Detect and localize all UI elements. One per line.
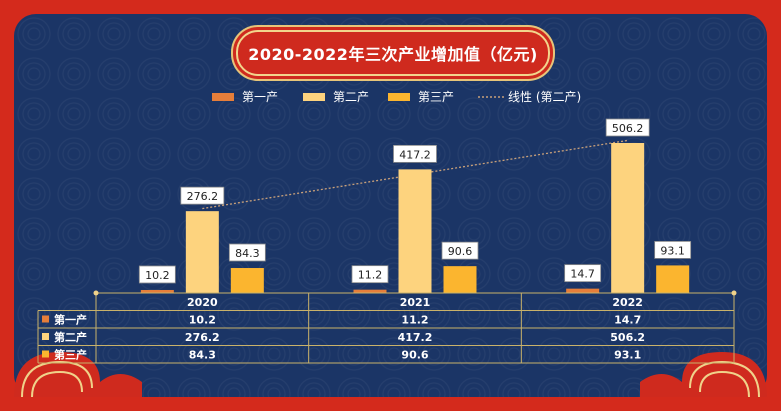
table-swatch (42, 350, 49, 358)
data-label: 93.1 (660, 244, 685, 257)
data-label: 11.2 (358, 269, 383, 282)
data-label-box (180, 186, 225, 205)
data-label-box (138, 265, 176, 284)
table-cell: 10.2 (189, 314, 216, 327)
table-cell: 84.3 (189, 349, 216, 362)
data-label: 276.2 (187, 190, 219, 203)
data-label-box (228, 243, 266, 262)
bar-1-2021 (353, 289, 387, 293)
legend-swatch (388, 93, 410, 101)
table-row-label: 第二产 (54, 330, 87, 344)
table-cell: 276.2 (185, 331, 220, 344)
bar-3-2022 (656, 265, 690, 293)
table-row-label: 第三产 (54, 348, 87, 362)
legend-swatch (303, 93, 325, 101)
chart-title: 2020-2022年三次产业增加值（亿元) (248, 45, 538, 64)
table-cell: 11.2 (401, 314, 428, 327)
table-cell: 14.7 (614, 314, 641, 327)
data-label-box (654, 241, 692, 259)
title-banner: 2020-2022年三次产业增加值（亿元) (236, 30, 550, 76)
data-labels: 10.2 276.2 84.3 11.2 417.2 90.6 14.7 506.2 93.1 (138, 118, 692, 284)
legend-label: 第三产 (418, 90, 454, 104)
data-label: 84.3 (235, 247, 260, 260)
cloud-decoration-right (640, 352, 767, 398)
table-swatch (42, 315, 49, 323)
data-label-box (393, 144, 437, 163)
data-label-box (564, 264, 602, 283)
bar-1-2020 (140, 289, 174, 293)
bar-3-2020 (230, 268, 264, 293)
data-table: 2020 2021 2022 第一产 10.2 11.2 14.7 第二产 276.2 417.2… (37, 290, 737, 364)
legend-label: 第一产 (242, 90, 278, 104)
bar-2-2021 (398, 169, 432, 293)
legend-label: 线性 (第二产) (508, 90, 581, 104)
data-label-box (351, 265, 389, 284)
bars-group (140, 143, 690, 293)
data-label: 506.2 (612, 122, 644, 135)
legend-label: 第二产 (333, 90, 369, 104)
data-label-box (441, 241, 479, 260)
bar-2-2022 (611, 143, 645, 293)
bar-3-2021 (443, 266, 477, 293)
table-dot (731, 290, 737, 296)
table-row-label: 第一产 (54, 313, 87, 327)
table-cell: 506.2 (610, 331, 645, 344)
table-header-2020: 2020 (187, 296, 218, 309)
legend: 第一产 第二产 第三产 线性 (第二产) (212, 90, 581, 104)
table-dot (93, 290, 99, 296)
data-label: 10.2 (145, 269, 170, 282)
data-label: 417.2 (399, 148, 431, 161)
table-cell: 417.2 (398, 331, 433, 344)
legend-swatch (212, 93, 234, 101)
data-label: 14.7 (570, 268, 595, 281)
bar-1-2022 (566, 288, 600, 293)
data-label: 90.6 (448, 245, 473, 258)
table-header-2021: 2021 (400, 296, 431, 309)
bar-2-2020 (185, 211, 219, 293)
table-swatch (42, 333, 49, 340)
table-header-2022: 2022 (612, 296, 643, 309)
table-cell: 93.1 (614, 349, 641, 362)
table-cell: 90.6 (401, 349, 428, 362)
data-label-box (605, 118, 650, 137)
